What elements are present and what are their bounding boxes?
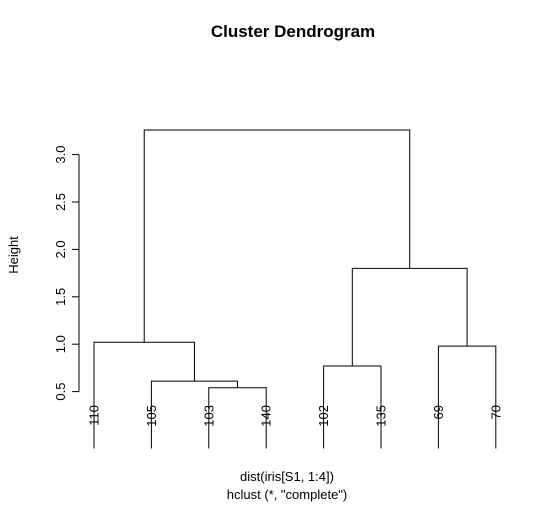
merge-branch [437, 345, 497, 449]
y-tick-label: 1.5 [53, 288, 68, 306]
leaf-label: 140 [259, 405, 274, 427]
leaf-label: 70 [488, 405, 503, 419]
merge-branch [208, 387, 267, 449]
y-tick-label: 0.5 [53, 383, 68, 401]
merge-branch [143, 129, 411, 343]
merge-branch [323, 365, 382, 449]
x-axis-label: dist(iris[S1, 1:4]) [240, 469, 334, 484]
chart-title: Cluster Dendrogram [211, 22, 375, 41]
merge-branch [93, 341, 195, 449]
merge-branch [150, 380, 238, 449]
leaf-label: 102 [316, 405, 331, 427]
leaf-label: 110 [87, 405, 102, 426]
chart-subtitle: hclust (*, "complete") [227, 487, 348, 502]
y-tick-label: 2.0 [53, 240, 68, 258]
y-axis-label: Height [6, 236, 21, 274]
y-axis: 0.5 1.0 1.5 2.0 2.5 3.0 [53, 146, 80, 401]
leaf-label: 103 [201, 405, 216, 427]
y-tick-label: 1.0 [53, 335, 68, 353]
leaf-label: 135 [374, 405, 389, 427]
leaf-labels: 110 105 103 140 102 135 69 70 [87, 405, 504, 427]
dendrogram-tree [93, 129, 497, 449]
y-tick-label: 2.5 [53, 193, 68, 211]
leaf-label: 105 [144, 405, 159, 427]
y-tick-label: 3.0 [53, 146, 68, 164]
leaf-label: 69 [431, 405, 446, 419]
merge-branch [351, 267, 468, 367]
